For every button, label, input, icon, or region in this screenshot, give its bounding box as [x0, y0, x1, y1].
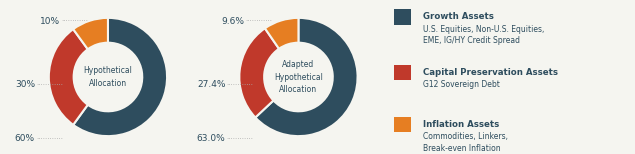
Text: 10%: 10%: [40, 17, 60, 26]
Text: ············: ············: [36, 82, 64, 88]
FancyBboxPatch shape: [394, 9, 411, 25]
Wedge shape: [73, 18, 108, 49]
Wedge shape: [265, 18, 298, 49]
Text: Adapted
Hypothetical
Allocation: Adapted Hypothetical Allocation: [274, 60, 323, 94]
Text: U.S. Equities, Non-U.S. Equities,
EME, IG/HY Credit Spread: U.S. Equities, Non-U.S. Equities, EME, I…: [423, 25, 544, 45]
Text: Capital Preservation Assets: Capital Preservation Assets: [423, 68, 558, 77]
Wedge shape: [49, 29, 88, 125]
Text: ············: ············: [62, 19, 89, 24]
Text: 30%: 30%: [15, 80, 35, 89]
Text: Inflation Assets: Inflation Assets: [423, 120, 499, 129]
Text: ············: ············: [227, 136, 254, 142]
Text: 9.6%: 9.6%: [222, 17, 244, 26]
Text: 27.4%: 27.4%: [197, 80, 225, 89]
Text: ············: ············: [246, 19, 273, 24]
Wedge shape: [255, 18, 358, 136]
Text: Commodities, Linkers,
Break-even Inflation: Commodities, Linkers, Break-even Inflati…: [423, 132, 507, 153]
FancyBboxPatch shape: [394, 117, 411, 132]
Text: 63.0%: 63.0%: [197, 134, 225, 143]
Text: Hypothetical
Allocation: Hypothetical Allocation: [84, 66, 132, 88]
Wedge shape: [73, 18, 167, 136]
Wedge shape: [239, 28, 279, 118]
Text: ············: ············: [227, 82, 254, 88]
Text: Growth Assets: Growth Assets: [423, 12, 493, 21]
Text: 60%: 60%: [15, 134, 35, 143]
Text: G12 Sovereign Debt: G12 Sovereign Debt: [423, 80, 500, 89]
FancyBboxPatch shape: [394, 65, 411, 80]
Text: ············: ············: [36, 136, 64, 142]
